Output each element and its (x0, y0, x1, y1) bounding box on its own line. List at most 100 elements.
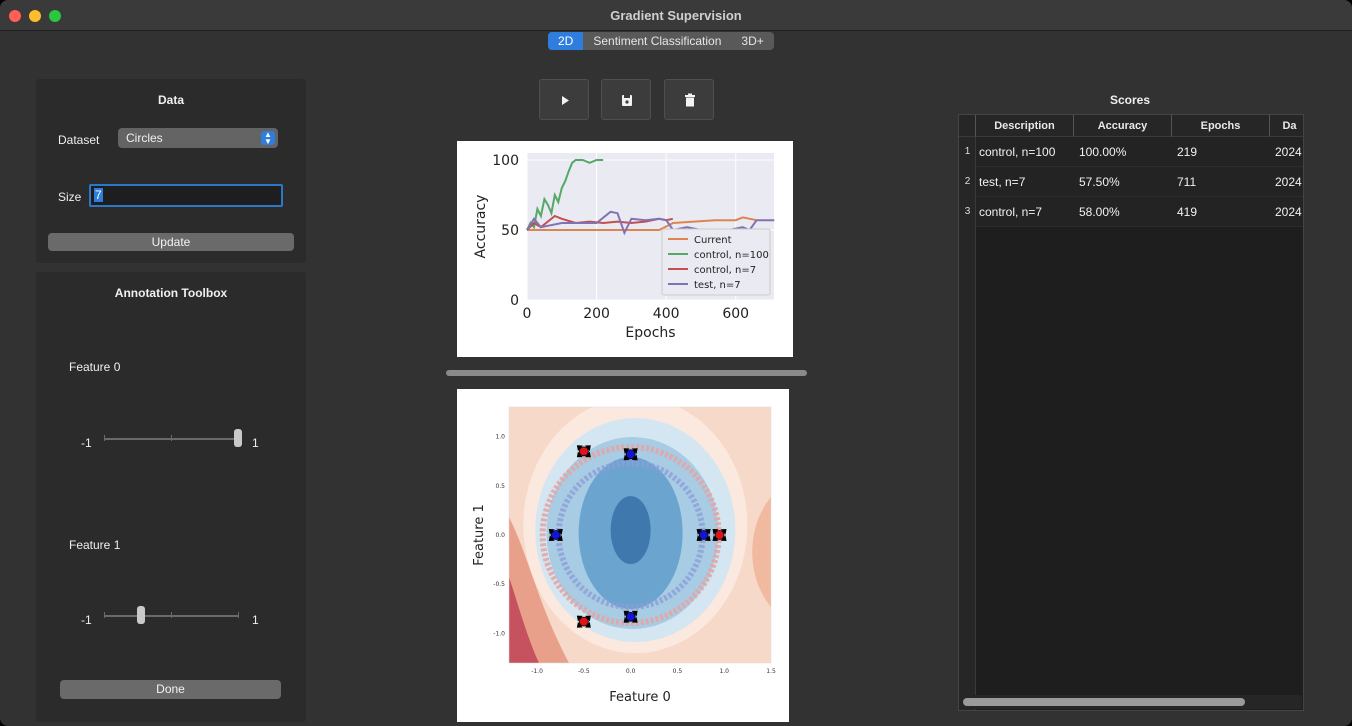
table-row[interactable] (976, 167, 1303, 197)
x-tick-label: -0.5 (578, 668, 590, 675)
accuracy-chart-svg: 0 200 400 600 0 50 100 Epochs Accuracy Current con… (473, 153, 775, 341)
play-icon (562, 96, 569, 105)
gradient-arrow (696, 535, 703, 541)
gradient-arrow (584, 615, 591, 622)
cell-date: 2024 (1275, 205, 1302, 219)
dataset-label: Dataset (58, 133, 100, 147)
feature1-min-label: -1 (81, 613, 92, 627)
gradient-arrow (696, 529, 703, 535)
cell-description: test, n=7 (979, 175, 1026, 189)
gradient-arrow (576, 445, 583, 452)
gradient-arrow (623, 454, 630, 461)
minimize-window-button[interactable] (29, 10, 41, 22)
x-tick-label: 400 (653, 306, 680, 322)
feature0-tick (104, 435, 105, 441)
gradient-arrow (576, 621, 583, 628)
size-input-value: 7 (94, 188, 103, 202)
y-tick-label: 0 (510, 293, 519, 309)
accuracy-chart: 0 200 400 600 0 50 100 Epochs Accuracy Current con… (457, 141, 793, 357)
tab-2d[interactable]: 2D (548, 32, 584, 50)
table-row[interactable] (976, 197, 1303, 227)
zoom-window-button[interactable] (49, 10, 61, 22)
feature1-tick (238, 612, 239, 618)
legend-label: control, n=100 (694, 250, 769, 261)
tab-sentiment-classification[interactable]: Sentiment Classification (593, 34, 722, 48)
gradient-arrow (576, 451, 583, 458)
row-number: 3 (964, 206, 971, 217)
y-axis-label: Accuracy (473, 195, 489, 259)
row-header-column (959, 137, 976, 710)
data-point (625, 611, 636, 622)
x-tick-label: -1.0 (531, 668, 543, 675)
cell-epochs: 419 (1177, 205, 1198, 219)
play-button[interactable] (539, 79, 589, 120)
contour-layers (509, 407, 771, 663)
row-number: 2 (964, 176, 971, 187)
x-tick-label: 600 (722, 306, 749, 322)
panel-splitter-handle[interactable] (446, 370, 807, 376)
gradient-arrow (712, 529, 719, 535)
column-header-description[interactable]: Description (976, 115, 1074, 137)
update-button[interactable]: Update (48, 233, 294, 251)
cell-date: 2024 (1275, 175, 1302, 189)
gradient-arrow (631, 454, 638, 461)
feature1-max-label: 1 (252, 613, 259, 627)
title-bar: Gradient Supervision (0, 0, 1352, 31)
scores-table: Description Accuracy Epochs Da 1 control… (958, 114, 1304, 711)
tab-bar: 2D Sentiment Classification 3D+ (548, 32, 774, 50)
feature0-label: Feature 0 (69, 360, 121, 374)
y-tick-label: 1.0 (495, 434, 505, 441)
size-input[interactable]: 7 (89, 184, 283, 207)
column-header-epochs[interactable]: Epochs (1172, 115, 1270, 137)
y-axis-label: Feature 1 (472, 504, 487, 566)
trash-icon (685, 93, 695, 107)
gradient-arrow (720, 529, 727, 535)
feature1-slider-handle[interactable] (136, 606, 145, 624)
column-header-date[interactable]: Da (1270, 115, 1303, 137)
cell-accuracy: 57.50% (1079, 175, 1120, 189)
y-tick-label: -0.5 (493, 581, 505, 588)
gradient-arrow (631, 610, 638, 617)
size-label: Size (58, 190, 82, 204)
gradient-arrow (556, 535, 563, 541)
feature0-slider-handle[interactable] (234, 429, 242, 447)
legend-box (661, 228, 771, 296)
series-line (526, 159, 604, 231)
column-header-accuracy[interactable]: Accuracy (1074, 115, 1172, 137)
gradient-arrow (623, 616, 630, 623)
y-tick-label: 0.5 (495, 483, 505, 490)
save-button[interactable] (601, 79, 651, 120)
tab-3d-plus[interactable]: 3D+ (741, 34, 764, 48)
data-point (578, 616, 589, 627)
table-row[interactable] (976, 137, 1303, 167)
gradient-arrow (548, 529, 555, 535)
gradient-arrow (631, 616, 638, 623)
data-point (714, 530, 725, 540)
contour-region (610, 496, 651, 565)
gradient-arrow (720, 535, 727, 541)
dataset-select-value: Circles (126, 131, 163, 145)
scrollbar-thumb[interactable] (963, 698, 1245, 706)
y-tick-label: -1.0 (493, 630, 505, 637)
gradient-arrow (631, 448, 638, 455)
annotation-toolbox-title: Annotation Toolbox (114, 286, 228, 300)
window-title: Gradient Supervision (610, 8, 742, 23)
data-panel: Data (36, 79, 306, 263)
gradient-arrow (556, 529, 563, 535)
close-window-button[interactable] (9, 10, 21, 22)
dataset-select[interactable]: Circles ▲ ▼ (118, 128, 278, 148)
save-icon (622, 95, 632, 106)
cell-epochs: 711 (1177, 175, 1197, 189)
cell-description: control, n=100 (979, 145, 1056, 159)
table-horizontal-scrollbar[interactable] (960, 695, 1302, 709)
series-line (527, 216, 757, 231)
cell-description: control, n=7 (979, 205, 1043, 219)
feature0-max-label: 1 (252, 436, 259, 450)
x-tick-label: 200 (583, 306, 610, 322)
delete-button[interactable] (664, 79, 714, 120)
data-point (578, 446, 589, 457)
y-tick-label: 0.0 (495, 532, 505, 539)
gradient-arrow (623, 610, 630, 617)
done-button[interactable]: Done (60, 680, 281, 699)
